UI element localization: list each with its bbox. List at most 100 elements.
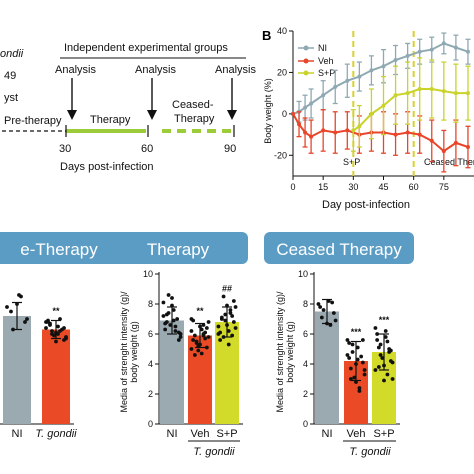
individual-point (359, 354, 364, 359)
individual-point (221, 335, 226, 339)
individual-point (176, 330, 181, 335)
individual-point (9, 309, 13, 314)
y-tick-label: 10 (143, 269, 153, 279)
significance-marker: ** (196, 306, 204, 316)
individual-point (194, 341, 199, 345)
individual-point (345, 338, 350, 342)
data-point (429, 138, 434, 143)
individual-point (168, 323, 173, 327)
individual-point (231, 320, 236, 324)
individual-point (357, 386, 362, 390)
individual-point (173, 329, 178, 333)
individual-point (385, 372, 390, 377)
individual-point (357, 389, 362, 393)
analysis-label-1: Analysis (55, 64, 96, 76)
individual-point (199, 327, 204, 332)
data-point (453, 45, 458, 50)
line-chart-xlabel: Day post-infection (322, 199, 410, 211)
individual-point (228, 311, 233, 315)
individual-point (170, 296, 174, 300)
individual-point (50, 329, 54, 333)
individual-point (15, 302, 19, 306)
individual-point (319, 315, 324, 320)
x-tick-label: 75 (439, 182, 449, 192)
data-point (441, 89, 446, 94)
individual-point (25, 317, 29, 321)
data-point (393, 132, 398, 137)
individual-point (385, 339, 390, 344)
y-tick-label: 4 (303, 359, 308, 369)
data-point (465, 91, 470, 96)
individual-point (163, 327, 168, 332)
group-label-ni: NI (322, 428, 333, 440)
individual-point (201, 323, 206, 327)
individual-point (175, 317, 180, 321)
data-point (441, 149, 446, 154)
individual-point (219, 315, 224, 320)
individual-point (382, 378, 386, 383)
individual-point (228, 308, 233, 312)
individual-point (230, 314, 235, 318)
bar (3, 316, 31, 424)
individual-point (325, 321, 329, 326)
individual-point (347, 356, 352, 360)
individual-point (375, 332, 380, 336)
individual-point (189, 317, 194, 321)
data-point (309, 134, 314, 139)
individual-point (191, 338, 196, 342)
timeline-fragment-3: yst (4, 92, 18, 104)
data-point (297, 122, 302, 127)
data-point (321, 93, 326, 98)
individual-point (345, 353, 350, 357)
group-label-sp: S+P (373, 428, 394, 440)
individual-point (170, 303, 174, 308)
y-tick-label: 20 (277, 67, 287, 77)
individual-point (347, 341, 352, 345)
x-tick-label: 30 (348, 182, 358, 192)
individual-point (328, 323, 333, 327)
individual-point (218, 330, 223, 335)
phase-ceased-line-2: Therapy (174, 113, 215, 125)
data-point (393, 58, 398, 62)
series-line (352, 88, 468, 132)
individual-point (226, 329, 231, 333)
individual-point (230, 333, 235, 338)
analysis-arrowhead-1 (67, 110, 77, 120)
legend-veh-marker (303, 58, 309, 64)
individual-point (166, 293, 171, 297)
significance-marker: ## (222, 284, 232, 294)
phase-ceased-line-1: Ceased- (172, 99, 214, 111)
legend-veh-label: Veh (318, 56, 334, 66)
individual-point (161, 314, 166, 318)
individual-point (382, 363, 386, 368)
y-tick-label: 10 (298, 269, 308, 279)
legend-sp-label: S+P (318, 68, 335, 78)
data-point (351, 128, 356, 133)
data-point (303, 130, 308, 135)
group-label-veh: Veh (347, 428, 366, 440)
data-point (417, 132, 422, 137)
data-point (369, 68, 374, 73)
individual-point (189, 347, 194, 351)
individual-point (348, 377, 353, 381)
individual-point (198, 324, 202, 329)
data-point (369, 111, 374, 116)
individual-point (17, 293, 21, 297)
group-label-sp: S+P (216, 428, 237, 440)
individual-point (226, 342, 231, 347)
individual-point (44, 326, 48, 330)
individual-point (326, 299, 331, 303)
individual-point (48, 323, 52, 327)
individual-point (203, 336, 208, 341)
phase-therapy: Therapy (90, 114, 131, 126)
analysis-label-3: Analysis (215, 64, 256, 76)
individual-point (56, 332, 60, 336)
data-point (453, 140, 458, 145)
individual-point (352, 375, 357, 380)
individual-point (189, 329, 194, 333)
data-point (417, 49, 422, 54)
analysis-arrowhead-3 (227, 110, 237, 120)
body-weight-line-chart: B Body weight (%) Day post-infection S+P… (262, 26, 474, 211)
individual-point (378, 342, 383, 347)
y-tick-label: 2 (148, 389, 153, 399)
